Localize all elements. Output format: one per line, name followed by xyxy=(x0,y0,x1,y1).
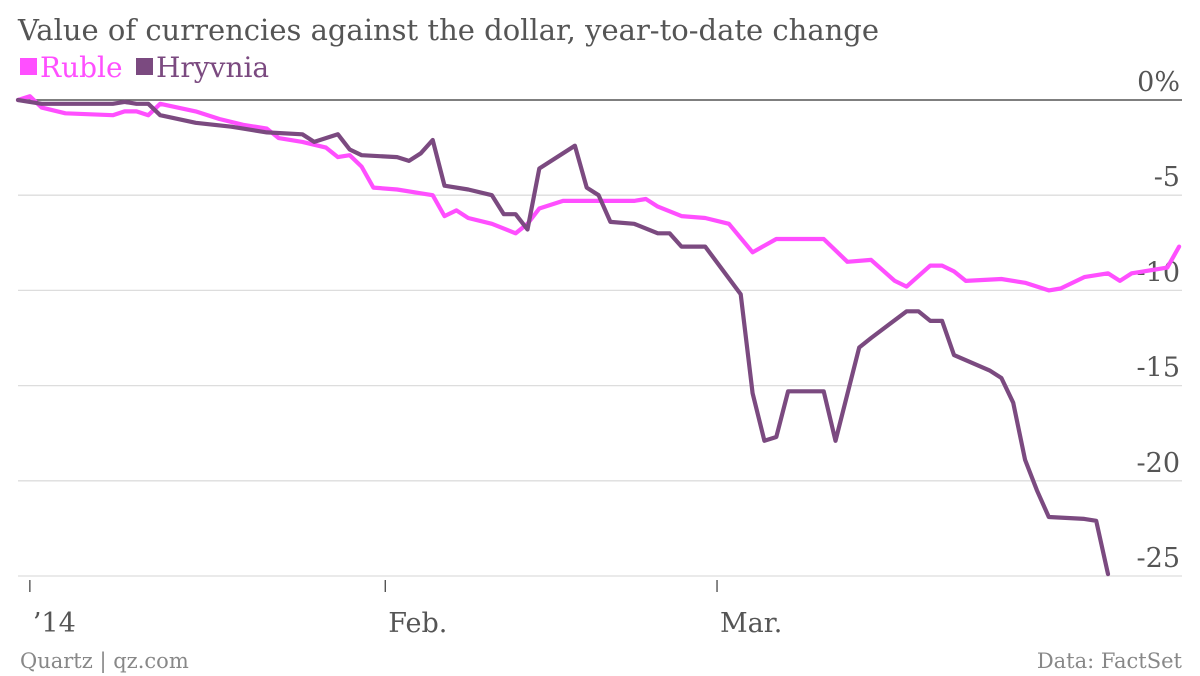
chart-title: Value of currencies against the dollar, … xyxy=(17,13,879,47)
y-tick-label: 0% xyxy=(1137,67,1180,98)
legend-label-ruble: Ruble xyxy=(40,51,123,84)
gridlines xyxy=(18,99,1182,577)
x-tick-label: Feb. xyxy=(388,608,447,639)
x-tick-label: Mar. xyxy=(720,608,782,639)
y-axis-ticks: 0%-5-10-15-20-25 xyxy=(1137,67,1180,574)
y-tick-label: -15 xyxy=(1137,353,1180,384)
legend-swatch-hryvnia xyxy=(136,58,153,75)
source-text: Data: FactSet xyxy=(1037,649,1183,673)
legend-label-hryvnia: Hryvnia xyxy=(156,51,269,84)
y-tick-label: -25 xyxy=(1137,543,1180,574)
y-tick-label: -20 xyxy=(1137,448,1180,479)
series-line-hryvnia xyxy=(15,97,1111,577)
series-lines xyxy=(15,94,1182,577)
y-tick-label: -5 xyxy=(1154,162,1180,193)
legend-swatch-ruble xyxy=(20,58,37,75)
series-line-ruble xyxy=(15,94,1182,293)
x-tick-label: ’14 xyxy=(33,608,76,639)
credit-text: Quartz | qz.com xyxy=(20,649,189,674)
legend: Ruble Hryvnia xyxy=(20,51,269,84)
x-axis-ticks: ’14 Feb. Mar. xyxy=(29,580,782,639)
